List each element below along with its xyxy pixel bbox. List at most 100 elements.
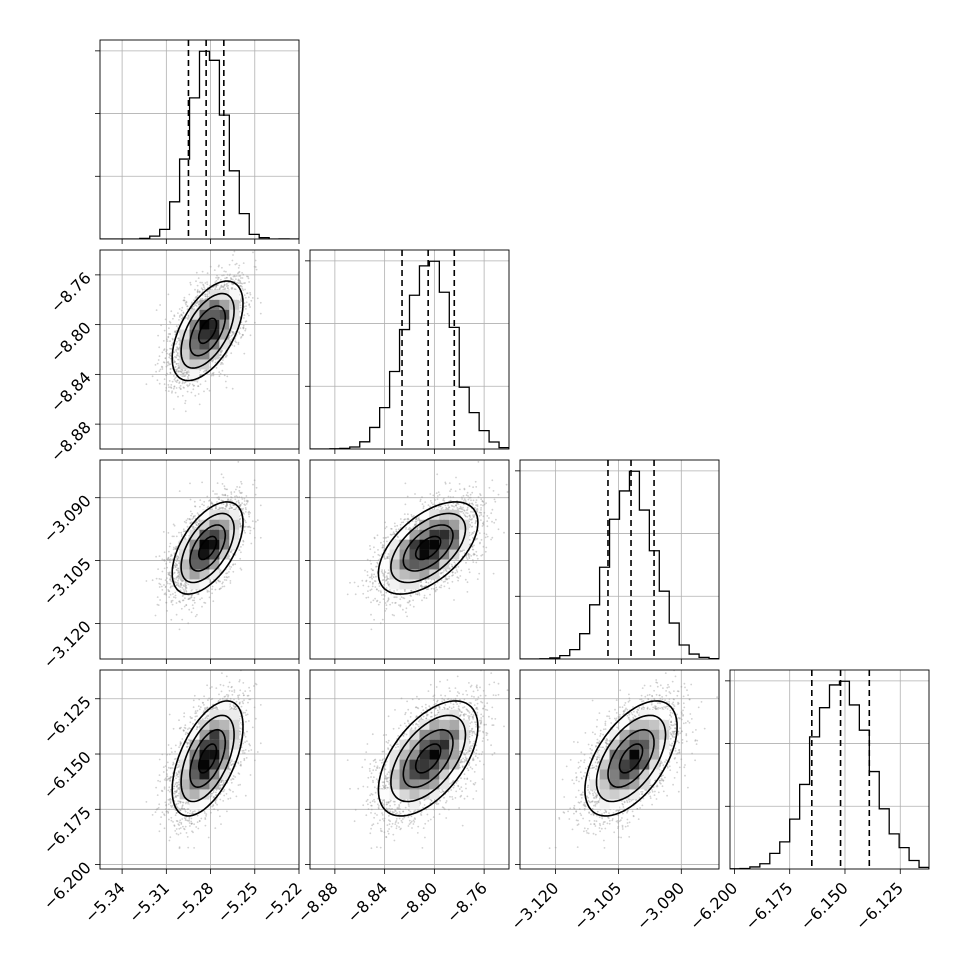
- sample-point: [179, 388, 182, 390]
- sample-point: [241, 272, 244, 274]
- sample-point: [171, 380, 174, 383]
- sample-point: [227, 287, 230, 290]
- sample-point: [196, 301, 199, 304]
- sample-point: [215, 284, 218, 287]
- sample-point: [220, 285, 223, 288]
- sample-point: [169, 321, 172, 324]
- sample-point: [175, 348, 178, 351]
- sample-point: [183, 296, 186, 299]
- sample-point: [191, 526, 194, 528]
- sample-point: [154, 614, 157, 617]
- sample-point: [212, 374, 215, 377]
- sample-point: [202, 284, 205, 287]
- sample-point: [175, 362, 178, 365]
- sample-point: [242, 326, 245, 329]
- sample-point: [177, 337, 180, 340]
- sample-point: [237, 282, 240, 284]
- sample-point: [175, 581, 178, 584]
- sample-point: [201, 281, 203, 284]
- sample-point: [245, 305, 247, 308]
- sample-point: [176, 569, 179, 572]
- sample-point: [197, 522, 200, 525]
- sample-point: [222, 507, 224, 510]
- sample-point: [219, 349, 222, 352]
- sample-point: [199, 499, 202, 501]
- sample-point: [237, 279, 240, 282]
- sample-point: [241, 333, 244, 336]
- sample-point: [224, 283, 226, 286]
- density-cell: [189, 319, 200, 330]
- sample-point: [221, 349, 224, 352]
- sample-point: [204, 282, 207, 284]
- sample-point: [175, 555, 178, 558]
- sample-point: [177, 362, 180, 365]
- sample-point: [211, 588, 214, 590]
- sample-point: [169, 576, 172, 579]
- sample-point: [186, 305, 189, 308]
- density-cell: [179, 349, 190, 360]
- sample-point: [177, 348, 180, 351]
- sample-point: [175, 342, 178, 345]
- sample-point: [189, 383, 191, 385]
- sample-point: [192, 517, 195, 519]
- sample-point: [169, 352, 172, 354]
- sample-point: [229, 339, 232, 342]
- sample-point: [175, 363, 178, 365]
- sample-point: [173, 375, 175, 377]
- sample-point: [160, 585, 163, 588]
- sample-point: [227, 284, 230, 287]
- sample-point: [158, 582, 161, 585]
- sample-point: [175, 578, 177, 580]
- sample-point: [159, 599, 162, 601]
- sample-point: [201, 288, 204, 291]
- sample-point: [219, 354, 222, 357]
- sample-point: [239, 280, 242, 283]
- sample-point: [157, 334, 160, 337]
- sample-point: [158, 382, 161, 385]
- sample-point: [243, 352, 246, 355]
- sample-point: [221, 285, 224, 288]
- sample-point: [179, 314, 181, 317]
- sample-point: [180, 313, 183, 316]
- sample-point: [191, 301, 193, 304]
- sample-point: [159, 304, 162, 306]
- sample-point: [232, 333, 235, 335]
- sample-point: [195, 296, 198, 298]
- sample-point: [186, 317, 189, 320]
- sample-point: [206, 297, 209, 299]
- sample-point: [181, 314, 183, 316]
- sample-point: [178, 628, 181, 631]
- sample-point: [165, 387, 168, 389]
- sample-point: [171, 603, 174, 606]
- sample-point: [184, 588, 187, 590]
- sample-point: [254, 259, 257, 262]
- sample-point: [210, 502, 213, 504]
- sample-point: [219, 350, 221, 353]
- sample-point: [176, 576, 179, 579]
- sample-point: [173, 552, 176, 555]
- sample-point: [244, 288, 247, 291]
- panel-body: [100, 40, 299, 239]
- sample-point: [230, 277, 232, 279]
- sample-point: [235, 278, 237, 281]
- sample-point: [191, 308, 194, 310]
- density-cell: [219, 299, 230, 310]
- sample-point: [196, 380, 199, 383]
- sample-point: [186, 305, 189, 308]
- sample-point: [174, 377, 177, 379]
- sample-point: [165, 601, 168, 604]
- sample-point: [180, 533, 183, 536]
- sample-point: [168, 545, 171, 548]
- sample-point: [239, 525, 242, 528]
- sample-point: [178, 381, 181, 383]
- sample-point: [232, 275, 235, 278]
- sample-point: [173, 564, 176, 567]
- sample-point: [219, 286, 222, 289]
- sample-point: [184, 585, 187, 588]
- sample-point: [242, 324, 245, 327]
- sample-point: [181, 375, 184, 378]
- sample-point: [231, 287, 234, 289]
- sample-point: [175, 350, 178, 353]
- sample-point: [177, 585, 180, 588]
- sample-point: [225, 504, 227, 507]
